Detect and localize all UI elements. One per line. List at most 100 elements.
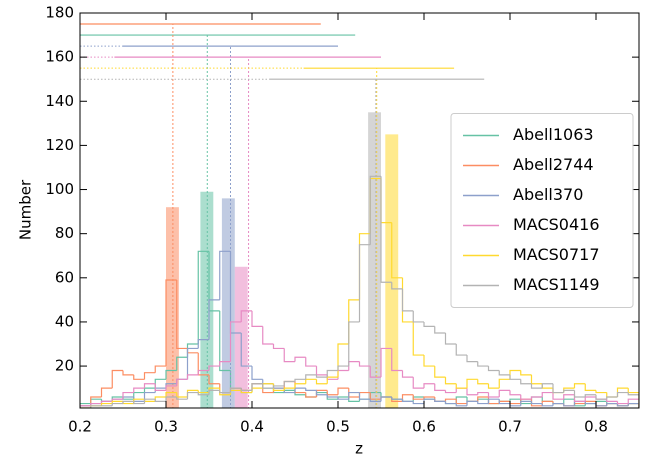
histogram-step	[487, 396, 500, 405]
histogram-step	[348, 396, 360, 402]
histogram-step	[251, 387, 263, 393]
histogram-step	[466, 388, 478, 396]
histogram-step	[186, 389, 199, 397]
x-tick-label: 0.8	[584, 418, 608, 436]
histogram-step	[391, 396, 403, 400]
histogram-step	[369, 399, 381, 402]
histogram-step	[219, 250, 231, 300]
histogram-step	[154, 383, 166, 391]
histogram-step	[541, 403, 553, 407]
histogram-step	[208, 299, 220, 340]
histogram-step	[595, 400, 607, 404]
legend-label: Abell370	[513, 185, 583, 204]
histogram-step	[251, 383, 263, 391]
histogram-step	[434, 396, 446, 402]
histogram-step	[197, 392, 209, 396]
histogram-step	[595, 394, 607, 400]
histogram-step	[176, 396, 188, 400]
histogram-step	[219, 361, 231, 367]
histogram-step	[401, 277, 414, 323]
histogram-step	[380, 396, 392, 402]
histogram-step	[530, 396, 543, 400]
histogram-step	[154, 399, 166, 402]
histogram-step	[530, 399, 543, 407]
histogram-step	[434, 399, 446, 402]
histogram-step	[541, 383, 553, 389]
y-tick-label: 40	[55, 312, 74, 330]
histogram-step	[283, 380, 295, 386]
histogram-step	[509, 369, 521, 380]
histogram-step	[111, 398, 123, 402]
histogram-step	[133, 401, 145, 405]
histogram-step	[315, 374, 328, 378]
histogram-step	[262, 383, 274, 389]
histogram-step	[315, 390, 328, 396]
histogram-step	[358, 244, 371, 322]
x-tick-label: 0.4	[240, 418, 264, 436]
histogram-step	[315, 379, 328, 385]
histogram-step	[143, 383, 156, 389]
plot-area	[80, 23, 639, 408]
histogram-step	[143, 372, 156, 380]
histogram-step	[498, 370, 510, 376]
histogram-step	[412, 321, 424, 356]
histogram-step	[520, 370, 532, 376]
histogram-step	[100, 402, 113, 406]
histogram-step	[186, 374, 199, 380]
histogram-step	[154, 378, 166, 389]
histogram-step	[444, 398, 457, 402]
histogram-step	[100, 400, 113, 404]
histogram-step	[326, 394, 338, 398]
histogram-step	[111, 402, 123, 406]
histogram-step	[197, 338, 209, 349]
histogram-step	[520, 400, 532, 406]
histogram-step	[294, 387, 306, 393]
histogram-step	[294, 378, 306, 382]
histogram-step	[100, 387, 113, 397]
histogram-step	[358, 361, 371, 367]
x-axis-label: z	[355, 440, 363, 458]
x-tick-label: 0.6	[412, 418, 436, 436]
histogram-step	[80, 407, 91, 408]
histogram-step	[348, 321, 360, 367]
histogram-step	[251, 310, 263, 327]
histogram-step	[616, 401, 629, 405]
histogram-step	[509, 390, 521, 396]
histogram-step	[186, 391, 199, 400]
histogram-step	[509, 398, 521, 402]
histogram-step	[552, 383, 564, 394]
histogram-step	[573, 394, 586, 402]
histogram-step	[305, 378, 317, 384]
histogram-step	[487, 383, 500, 389]
histogram-step	[240, 388, 252, 391]
histogram-step	[573, 390, 586, 398]
histogram-step	[466, 400, 478, 406]
histogram-step	[208, 365, 220, 371]
histogram-step	[219, 390, 231, 394]
y-tick-label: 20	[55, 357, 74, 375]
histogram-step	[337, 369, 349, 380]
histogram-step	[563, 403, 575, 407]
histogram-step	[487, 366, 500, 372]
histogram-step	[262, 379, 274, 385]
histogram-step	[520, 379, 532, 385]
histogram-step	[627, 398, 639, 408]
histogram-step	[541, 383, 553, 389]
histogram-step	[80, 407, 91, 408]
histogram-step	[80, 405, 91, 408]
histogram-step	[197, 369, 209, 375]
histogram-step	[240, 332, 252, 367]
y-tick-label: 60	[55, 268, 74, 286]
histogram-step	[251, 383, 263, 391]
histogram-step	[552, 392, 564, 400]
histogram-step	[305, 392, 317, 398]
histogram-step	[80, 405, 91, 408]
histogram-step	[627, 388, 639, 408]
legend-label: Abell1063	[513, 125, 594, 144]
histogram-step	[401, 399, 414, 402]
histogram-step	[584, 396, 596, 402]
y-tick-label: 180	[45, 4, 74, 22]
y-tick-label: 140	[45, 92, 74, 110]
histogram-step	[541, 400, 553, 406]
histogram-step	[477, 401, 489, 405]
